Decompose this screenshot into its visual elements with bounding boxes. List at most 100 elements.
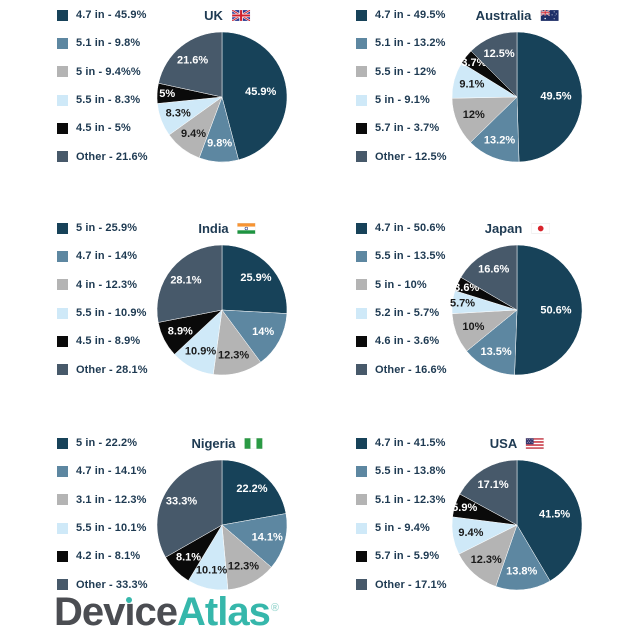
legend-swatch bbox=[57, 222, 68, 234]
legend-item: 5 in - 9.4%% bbox=[57, 58, 148, 86]
logo-atlas-text: Atlas bbox=[177, 590, 271, 634]
chart-title-uk: UK bbox=[204, 8, 250, 23]
pie-slice bbox=[466, 309, 518, 376]
legend-item: Other - 12.5% bbox=[356, 142, 447, 170]
legend-label: 5.2 in - 5.7% bbox=[375, 307, 440, 320]
legend-item: 5 in - 9.4% bbox=[356, 514, 447, 542]
legend-label: 5 in - 10% bbox=[375, 278, 427, 291]
pie-slice-label: 21.6% bbox=[177, 55, 208, 67]
pie-slice-label: 12.3% bbox=[218, 349, 249, 361]
legend-label: 4.5 in - 5% bbox=[76, 122, 131, 135]
pie-slice-label: 10% bbox=[462, 321, 484, 333]
pie-slice-label: 8.9% bbox=[168, 325, 193, 337]
legend-label: 5.1 in - 12.3% bbox=[375, 493, 446, 506]
chart-panel-nigeria: 5 in - 22.2% 4.7 in - 14.1% 3.1 in - 12.3%… bbox=[0, 431, 320, 636]
legend-item: 5 in - 25.9% bbox=[57, 214, 148, 242]
legend-label: 4.7 in - 41.5% bbox=[375, 437, 446, 450]
legend-swatch bbox=[57, 465, 68, 477]
legend-swatch bbox=[57, 122, 68, 134]
pie-slice-label: 12.5% bbox=[483, 48, 514, 60]
pie-slice bbox=[470, 31, 518, 98]
legend-label: 4.7 in - 49.5% bbox=[375, 9, 446, 22]
legend-label: 4.7 in - 14% bbox=[76, 250, 138, 263]
nigeria-flag-icon bbox=[244, 438, 263, 449]
legend-label: Other - 28.1% bbox=[76, 363, 148, 376]
legend-item: 5.5 in - 10.1% bbox=[57, 514, 148, 542]
legend-swatch bbox=[57, 250, 68, 262]
legend-item: 4.7 in - 41.5% bbox=[356, 429, 447, 457]
chart-title-label: UK bbox=[204, 8, 223, 23]
legend-swatch bbox=[57, 437, 68, 449]
pie-slice-label: 13.5% bbox=[480, 346, 511, 358]
legend-swatch bbox=[356, 550, 367, 562]
pie-slice-label: 14% bbox=[252, 326, 274, 338]
legend-label: Other - 12.5% bbox=[375, 150, 447, 163]
legend-item: 4.7 in - 14.1% bbox=[57, 457, 148, 485]
pie-slice-label: 10.9% bbox=[185, 346, 216, 358]
pie-slice bbox=[516, 31, 583, 163]
pie-slice-label: 41.5% bbox=[539, 509, 570, 521]
legend-label: Other - 33.3% bbox=[76, 578, 148, 591]
legend-label: 4.6 in - 3.6% bbox=[375, 335, 440, 348]
legend-item: 5.5 in - 13.8% bbox=[356, 457, 447, 485]
chart-title-india: India bbox=[198, 221, 256, 236]
legend-swatch bbox=[356, 37, 367, 49]
pie-slice-label: 33.3% bbox=[166, 496, 197, 508]
legend-item: 5.1 in - 9.8% bbox=[57, 29, 148, 57]
pie-slice bbox=[495, 524, 551, 591]
pie-slice-label: 8.3% bbox=[166, 108, 191, 120]
legend-item: 5.1 in - 13.2% bbox=[356, 29, 447, 57]
legend-swatch bbox=[57, 335, 68, 347]
pie-slice-label: 25.9% bbox=[240, 272, 271, 284]
australia-flag-icon bbox=[540, 10, 559, 21]
legend-australia: 4.7 in - 49.5% 5.1 in - 13.2% 5.5 in - 12%… bbox=[356, 1, 447, 171]
chart-title-label: USA bbox=[489, 436, 518, 451]
legend-swatch bbox=[57, 37, 68, 49]
registered-mark: ® bbox=[270, 601, 279, 614]
legend-item: 5.1 in - 12.3% bbox=[356, 486, 447, 514]
legend-label: 5.5 in - 13.5% bbox=[375, 250, 446, 263]
legend-label: 5.5 in - 10.9% bbox=[76, 307, 147, 320]
pie-slice-label: 50.6% bbox=[540, 305, 571, 317]
pie-slice-label: 12.3% bbox=[228, 561, 259, 573]
legend-item: 5 in - 9.1% bbox=[356, 86, 447, 114]
pie-slice-label: 9.8% bbox=[207, 138, 232, 150]
legend-swatch bbox=[356, 522, 367, 534]
legend-uk: 4.7 in - 45.9% 5.1 in - 9.8% 5 in - 9.4%% 5… bbox=[57, 1, 148, 171]
japan-flag-icon bbox=[531, 223, 550, 234]
legend-swatch bbox=[57, 522, 68, 534]
legend-item: Other - 17.1% bbox=[356, 570, 447, 598]
chart-title-label: India bbox=[198, 221, 229, 236]
usa-flag-icon bbox=[526, 438, 545, 449]
pie-slice-label: 49.5% bbox=[540, 90, 571, 102]
pie-slice bbox=[470, 96, 520, 163]
pie-slice-label: 12% bbox=[463, 109, 485, 121]
india-flag-icon bbox=[237, 223, 256, 234]
legend-swatch bbox=[356, 9, 367, 21]
legend-item: Other - 28.1% bbox=[57, 355, 148, 383]
pie-slice bbox=[221, 513, 288, 568]
legend-swatch bbox=[57, 279, 68, 291]
chart-title-australia: Australia bbox=[476, 8, 559, 23]
legend-label: Other - 17.1% bbox=[375, 578, 447, 591]
legend-item: Other - 33.3% bbox=[57, 570, 148, 598]
pie-slice bbox=[221, 459, 287, 526]
legend-swatch bbox=[57, 494, 68, 506]
legend-item: Other - 16.6% bbox=[356, 355, 447, 383]
chart-title-nigeria: Nigeria bbox=[191, 436, 263, 451]
pie-slice-label: 45.9% bbox=[245, 86, 276, 98]
pie-slice-label: 9.4% bbox=[181, 128, 206, 140]
legend-swatch bbox=[356, 279, 367, 291]
legend-swatch bbox=[57, 151, 68, 163]
pie-slice bbox=[516, 459, 583, 582]
pie-slice bbox=[514, 244, 583, 376]
legend-label: 4.7 in - 14.1% bbox=[76, 465, 147, 478]
legend-item: 4.5 in - 5% bbox=[57, 114, 148, 142]
pie-slice-label: 13.8% bbox=[506, 566, 537, 578]
pie-slice bbox=[460, 244, 518, 311]
legend-swatch bbox=[356, 250, 367, 262]
pie-chart-japan: 50.6% 13.5% 10% 5.7% 3.6% 16.6% bbox=[450, 244, 583, 376]
legend-item: 4.2 in - 8.1% bbox=[57, 542, 148, 570]
legend-swatch bbox=[356, 465, 367, 477]
chart-title-label: Australia bbox=[475, 8, 532, 23]
